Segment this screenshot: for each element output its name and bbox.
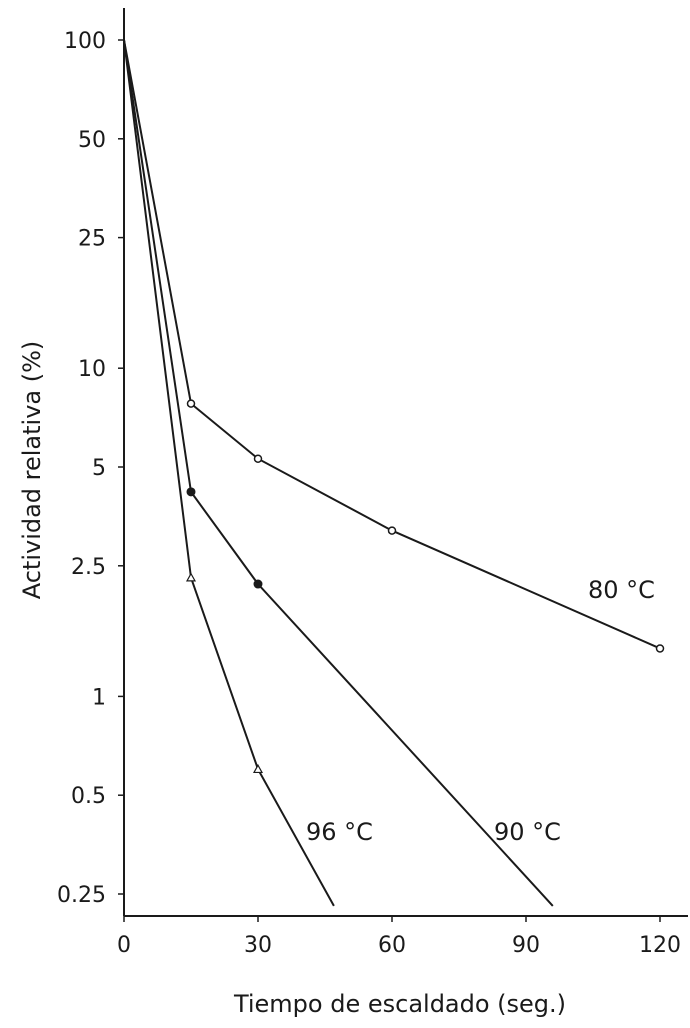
data-point <box>185 572 197 582</box>
series-line <box>123 39 661 650</box>
y-tick-label: 5 <box>92 456 106 481</box>
y-tick-label: 1 <box>92 685 106 710</box>
data-point <box>252 763 264 774</box>
x-axis-title: Tiempo de escaldado (seg.) <box>233 990 566 1018</box>
data-point <box>253 454 263 463</box>
data-point <box>655 644 665 653</box>
y-tick-label: 25 <box>78 227 106 252</box>
x-tick-label: 120 <box>639 933 681 958</box>
axes <box>123 8 688 917</box>
data-point <box>186 487 196 497</box>
y-tick-label: 50 <box>78 128 106 153</box>
y-tick-label: 0.5 <box>71 784 106 809</box>
series-label: 80 °C <box>588 576 655 604</box>
y-tick-label: 0.25 <box>57 883 106 908</box>
x-tick-label: 0 <box>117 933 131 958</box>
series-1: 90 °C <box>123 39 561 907</box>
x-tick-label: 30 <box>244 933 272 958</box>
series-label: 96 °C <box>306 818 373 846</box>
x-tick-label: 60 <box>378 933 406 958</box>
y-tick-label: 2.5 <box>71 555 106 580</box>
series-label: 90 °C <box>494 818 561 846</box>
data-point <box>387 526 397 535</box>
x-tick-label: 90 <box>512 933 540 958</box>
data-point <box>186 399 196 408</box>
tick-group: 100 50 25 10 5 2.5 1 0.5 0.25 0 30 60 90 120 <box>57 29 681 958</box>
y-tick-label: 10 <box>78 357 106 382</box>
y-tick-label: 100 <box>64 29 106 54</box>
y-axis-title: Actividad relativa (%) <box>18 341 46 600</box>
series-line <box>123 39 335 907</box>
series-line <box>123 39 554 907</box>
series-0: 80 °C <box>123 39 665 653</box>
series-2: 96 °C <box>123 39 373 907</box>
data-point <box>253 579 263 589</box>
series-group: 80 °C 90 °C 96 °C <box>123 39 665 907</box>
